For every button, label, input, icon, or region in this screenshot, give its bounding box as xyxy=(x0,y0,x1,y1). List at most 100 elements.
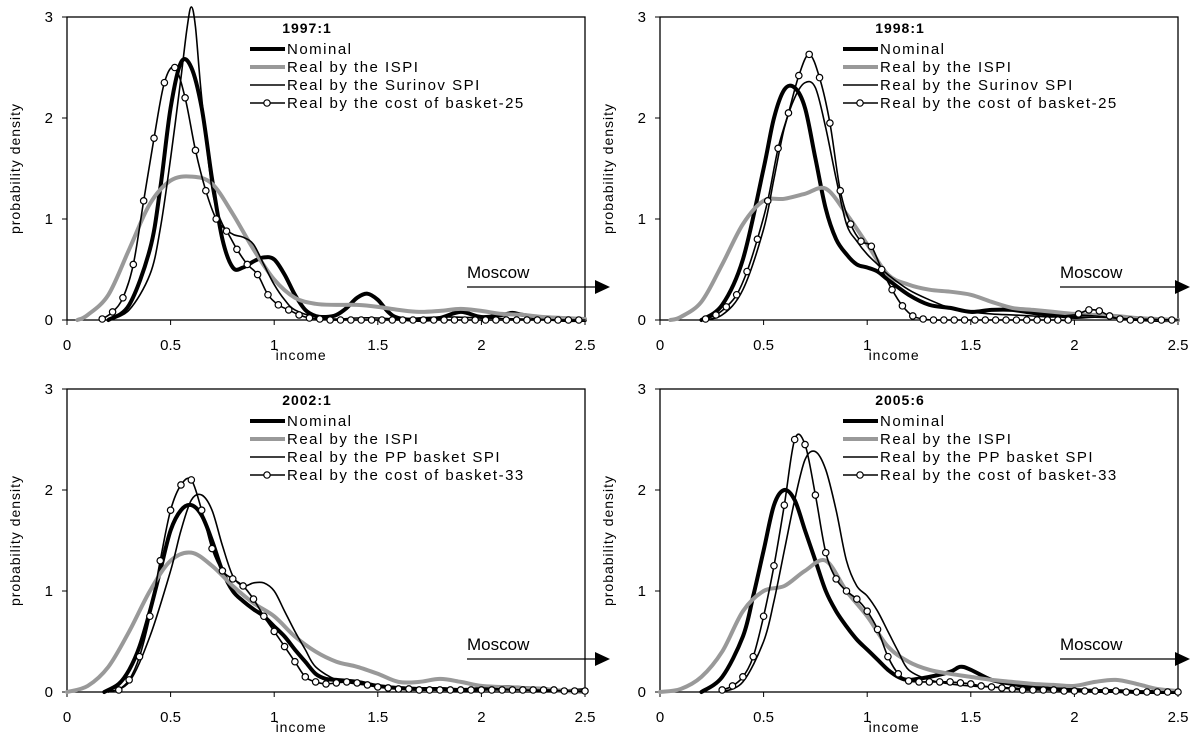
data-point xyxy=(181,94,189,102)
y-axis-title: probability density xyxy=(600,475,616,606)
data-point xyxy=(166,506,175,515)
data-point xyxy=(456,686,465,694)
legend-title: 2005:6 xyxy=(875,392,925,408)
annotation-arrow-head xyxy=(595,652,610,666)
x-tick-label: 0.5 xyxy=(753,709,774,726)
data-point xyxy=(1018,686,1027,694)
data-point xyxy=(925,678,934,686)
data-point xyxy=(212,215,220,223)
data-point xyxy=(98,315,107,323)
series-line-2 xyxy=(658,557,1180,694)
data-point xyxy=(119,293,127,302)
legend-marker xyxy=(263,99,271,107)
data-point xyxy=(1153,688,1162,696)
y-tick-label: 3 xyxy=(638,381,646,398)
data-point xyxy=(919,315,927,323)
x-tick-label: 0 xyxy=(656,337,664,354)
data-point xyxy=(519,686,527,694)
data-point xyxy=(753,235,762,244)
data-point xyxy=(125,676,133,684)
data-point xyxy=(191,146,200,155)
legend-label: Nominal xyxy=(880,41,946,58)
data-point xyxy=(508,686,517,694)
data-point xyxy=(353,679,361,687)
data-point xyxy=(487,686,496,694)
legend-title: 1998:1 xyxy=(875,20,925,36)
x-tick-label: 0.5 xyxy=(753,337,774,354)
data-point xyxy=(1163,688,1172,696)
data-point xyxy=(357,316,366,324)
x-tick-label: 0.5 xyxy=(160,337,181,354)
data-point xyxy=(405,685,413,693)
data-point xyxy=(170,63,179,72)
y-tick-label: 2 xyxy=(45,482,53,499)
data-point xyxy=(367,316,376,324)
y-tick-label: 2 xyxy=(45,110,53,127)
x-tick-label: 1.5 xyxy=(960,709,981,726)
legend-label: Real by the ISPI xyxy=(287,431,419,448)
data-point xyxy=(904,677,913,685)
data-point xyxy=(425,686,434,694)
data-point xyxy=(228,575,237,583)
data-point xyxy=(342,678,351,686)
y-tick-label: 1 xyxy=(45,211,53,228)
data-point xyxy=(1126,316,1135,324)
x-tick-label: 2 xyxy=(1070,709,1078,726)
data-point xyxy=(543,316,552,324)
legend-marker xyxy=(263,471,271,479)
data-point xyxy=(363,681,372,689)
data-point xyxy=(1157,316,1166,324)
data-point xyxy=(950,316,959,324)
data-point xyxy=(415,686,424,694)
x-axis-title: income xyxy=(869,347,920,363)
data-point xyxy=(780,501,789,509)
data-point xyxy=(908,312,917,320)
y-tick-label: 0 xyxy=(45,312,53,329)
data-point xyxy=(270,627,279,636)
data-point xyxy=(436,686,444,694)
data-point xyxy=(243,260,252,269)
data-point xyxy=(315,315,324,323)
chart-panel-1: 0 1 2 3 0 0.5 1 1.5 2 2.5 income probability densit… xyxy=(7,6,610,363)
data-point xyxy=(1043,316,1052,324)
legend-label: Real by the cost of basket-25 xyxy=(287,95,525,112)
data-point xyxy=(846,220,855,228)
series-line-1 xyxy=(106,57,587,323)
data-point xyxy=(998,684,1006,692)
y-tick-label: 3 xyxy=(45,381,53,398)
x-tick-label: 1 xyxy=(863,709,871,726)
legend-label: Real by the cost of basket-33 xyxy=(287,467,525,484)
data-point xyxy=(884,652,892,661)
data-point xyxy=(795,71,803,80)
x-axis-title: income xyxy=(276,347,327,363)
data-point xyxy=(146,612,154,621)
data-point xyxy=(284,306,293,314)
data-point xyxy=(502,316,511,324)
data-point xyxy=(971,316,979,324)
data-point xyxy=(956,679,965,687)
legend-label: Real by the cost of basket-33 xyxy=(880,467,1118,484)
data-point xyxy=(1033,316,1041,324)
data-point xyxy=(1054,316,1062,324)
data-point xyxy=(759,612,768,621)
data-point xyxy=(863,607,872,616)
y-axis-title: probability density xyxy=(7,475,23,606)
data-point xyxy=(867,242,876,251)
x-tick-label: 1.5 xyxy=(367,709,388,726)
data-point xyxy=(1022,316,1031,324)
data-point xyxy=(249,595,258,603)
data-point xyxy=(208,544,216,553)
data-point xyxy=(574,316,583,324)
data-point xyxy=(373,683,382,691)
legend-label: Real by the PP basket SPI xyxy=(287,449,501,466)
plot-area xyxy=(66,388,586,693)
data-point xyxy=(295,311,303,319)
data-point xyxy=(446,686,455,694)
x-tick-label: 0 xyxy=(63,709,71,726)
data-point xyxy=(801,440,809,449)
annotation-text: Moscow xyxy=(467,263,530,282)
data-point xyxy=(264,290,272,299)
data-point xyxy=(570,687,579,695)
data-point xyxy=(322,680,330,688)
data-point xyxy=(388,316,397,324)
